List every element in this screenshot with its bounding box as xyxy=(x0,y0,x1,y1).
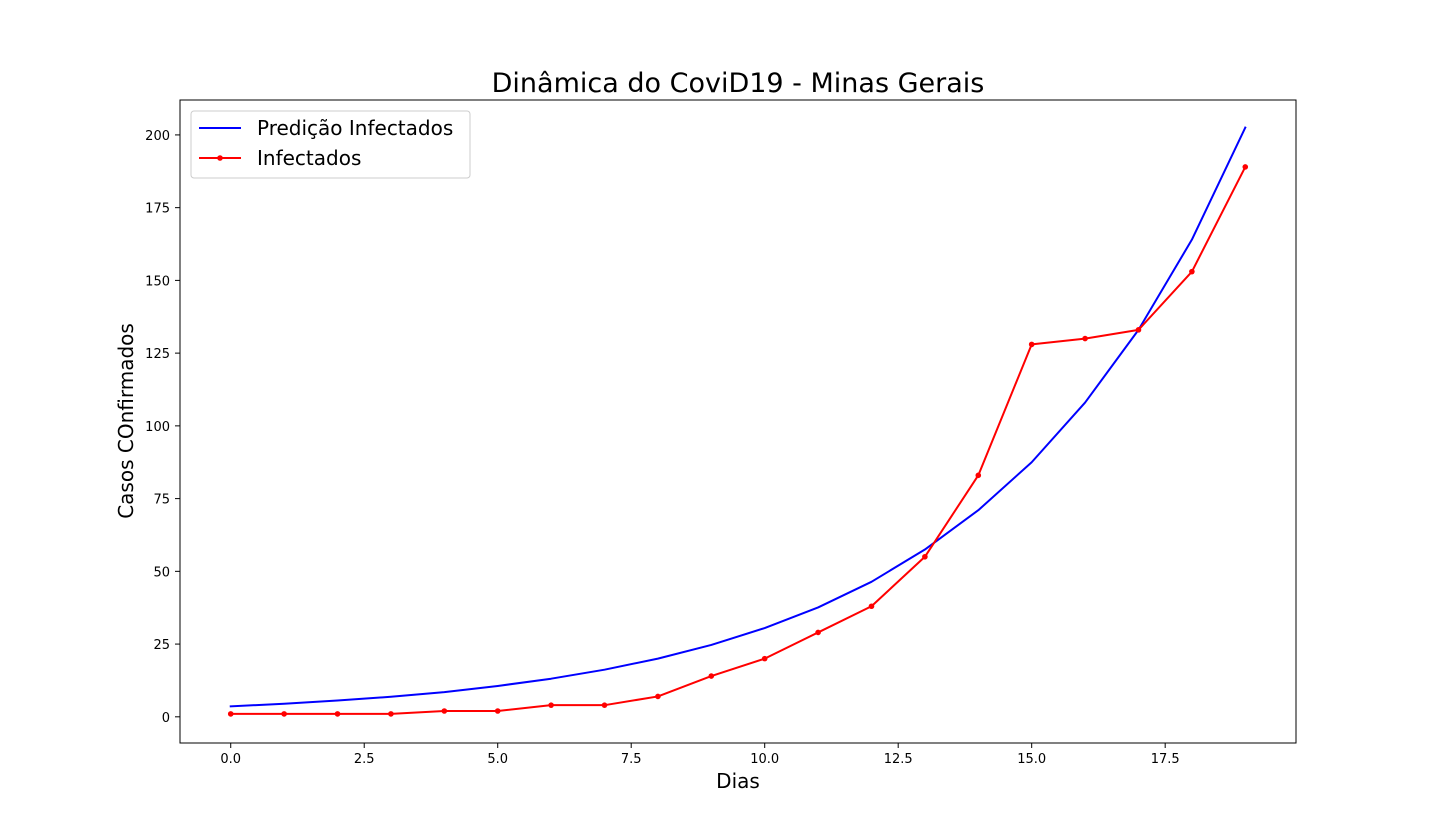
data-point xyxy=(1082,335,1088,342)
data-point xyxy=(441,708,448,714)
legend: Predição Infectados Infectados xyxy=(190,110,471,179)
data-point xyxy=(1189,268,1195,275)
chart-title: Dinâmica do CoviD19 - Minas Gerais xyxy=(492,68,985,99)
data-point xyxy=(494,708,501,714)
y-tick-label: 0 xyxy=(162,711,170,726)
x-tick-label: 0.0 xyxy=(220,752,241,767)
data-point xyxy=(548,702,554,708)
y-tick-label: 125 xyxy=(145,347,170,362)
series-line-0 xyxy=(229,126,1247,708)
legend-label-infectados: Infectados xyxy=(257,146,361,170)
y-tick-label: 50 xyxy=(153,565,170,580)
data-point xyxy=(761,655,768,662)
data-point xyxy=(281,711,287,717)
data-point xyxy=(975,472,982,479)
x-tick-label: 2.5 xyxy=(354,752,375,767)
legend-box xyxy=(190,110,471,179)
y-tick-label: 25 xyxy=(153,638,170,653)
y-tick-label: 75 xyxy=(153,493,170,508)
data-point xyxy=(708,673,715,679)
x-tick-label: 12.5 xyxy=(884,752,913,767)
data-point xyxy=(1135,327,1142,333)
data-point xyxy=(868,603,875,610)
legend-marker-infectados xyxy=(217,155,223,161)
x-tick-label: 7.5 xyxy=(621,752,642,767)
data-point xyxy=(922,553,928,560)
data-point xyxy=(388,711,394,717)
data-point xyxy=(1242,164,1249,170)
x-axis: 0.0 2.5 5.0 7.5 10.0 12.5 15.0 17.5 xyxy=(220,743,1180,767)
data-point xyxy=(601,702,608,708)
x-tick-label: 10.0 xyxy=(750,752,779,767)
legend-label-predicao: Predição Infectados xyxy=(257,116,453,140)
plot-frame xyxy=(179,99,1297,744)
data-point xyxy=(334,711,341,717)
x-tick-label: 15.0 xyxy=(1017,752,1046,767)
data-point xyxy=(655,693,661,700)
data-point xyxy=(1028,341,1035,348)
data-point xyxy=(815,629,821,636)
x-axis-label: Dias xyxy=(716,769,760,793)
x-tick-label: 17.5 xyxy=(1151,752,1180,767)
x-tick-label: 5.0 xyxy=(487,752,508,767)
series-line-1 xyxy=(229,165,1247,715)
data-point xyxy=(227,711,234,717)
y-tick-label: 100 xyxy=(145,420,170,435)
y-axis-label: Casos COnfirmados xyxy=(114,323,138,519)
y-tick-label: 150 xyxy=(145,274,170,289)
y-tick-label: 200 xyxy=(145,129,170,144)
plot-lines xyxy=(227,126,1249,717)
y-axis: 0 25 50 75 100 125 150 175 200 xyxy=(145,129,180,726)
y-tick-label: 175 xyxy=(145,202,170,217)
